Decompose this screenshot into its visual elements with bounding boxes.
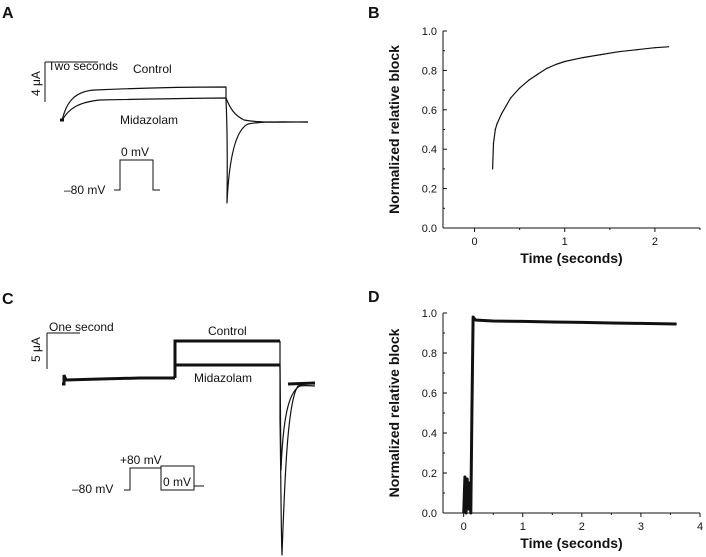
- tail-plateau-c: [287, 381, 316, 386]
- x-axis-title: Time (seconds): [520, 250, 622, 266]
- x-tick-label: 2: [652, 236, 658, 248]
- series-line: [492, 46, 669, 169]
- data-point: [464, 476, 466, 478]
- data-point: [551, 321, 553, 323]
- midazolam-label-a: Midazolam: [120, 113, 178, 127]
- x-tick-label: 0: [461, 521, 467, 533]
- protocol-hold-label-a: –80 mV: [64, 183, 105, 197]
- scale-time-label-c: One second: [49, 320, 114, 334]
- protocol-step-label-a: 0 mV: [121, 145, 149, 159]
- data-point: [471, 412, 473, 414]
- data-point: [564, 60, 566, 63]
- scale-current-label-c: 5 μA: [29, 337, 43, 362]
- chart-b: 0.0 0.2 0.4 0.6 0.8 1.0 0 1 2 Time (seconds) Norma…: [386, 26, 701, 266]
- x-tick-label: 3: [638, 521, 644, 533]
- y-axis-title: Normalized relative block: [386, 328, 402, 497]
- control-trace-a: [61, 86, 309, 204]
- data-point: [522, 320, 524, 322]
- data-point: [519, 87, 521, 89]
- y-tick-label: 0.8: [422, 348, 437, 360]
- y-tick-label: 0.6: [422, 388, 437, 400]
- y-tick-label: 0.0: [422, 508, 437, 520]
- data-point: [470, 512, 472, 514]
- y-tick-label: 0.2: [422, 468, 437, 480]
- y-tick-label: 1.0: [422, 308, 437, 320]
- control-label-c: Control: [208, 324, 247, 338]
- data-point: [463, 512, 465, 514]
- data-point: [640, 322, 642, 324]
- control-label-a: Control: [133, 62, 172, 76]
- data-point: [472, 316, 474, 318]
- data-point: [492, 320, 494, 322]
- x-axis-title: Time (seconds): [520, 535, 622, 551]
- data-point: [468, 482, 471, 484]
- data-point: [465, 512, 467, 514]
- data-point: [610, 322, 612, 324]
- data-point: [510, 97, 512, 99]
- y-tick-label: 0.8: [422, 65, 437, 77]
- data-point: [654, 47, 656, 49]
- data-point: [466, 478, 468, 480]
- panel-letter-a: A: [2, 5, 14, 22]
- scale-current-label-a: 4 μA: [29, 71, 43, 96]
- panel-d: D 0.0 0.2 0.4 0.6 0.8 1.0 0 1 2 3 4 Time (seconds) N…: [368, 289, 703, 551]
- data-point: [546, 67, 548, 70]
- data-point: [618, 51, 620, 53]
- data-point: [494, 128, 496, 131]
- scale-time-label-a: Two seconds: [48, 59, 118, 73]
- control-tail-c: [279, 341, 316, 556]
- data-point: [537, 73, 539, 75]
- x-tick-label: 1: [562, 236, 568, 248]
- protocol-step2-label-c: 0 mV: [163, 475, 191, 489]
- data-point: [675, 323, 677, 325]
- data-point: [636, 49, 638, 51]
- panel-letter-b: B: [368, 5, 380, 22]
- scale-bar-a: [44, 61, 98, 102]
- panel-letter-c: C: [2, 291, 14, 308]
- x-tick-label: 2: [579, 521, 585, 533]
- x-tick-label: 4: [697, 521, 703, 533]
- y-tick-label: 0.4: [422, 428, 437, 440]
- panel-letter-d: D: [368, 289, 380, 306]
- midazolam-label-c: Midazolam: [194, 371, 252, 385]
- midazolam-tail-c: [279, 364, 316, 471]
- y-tick-label: 0.6: [422, 105, 437, 117]
- chart-d: 0.0 0.2 0.4 0.6 0.8 1.0 0 1 2 3 4 Time (seconds) Nor…: [386, 308, 703, 551]
- data-point: [496, 122, 498, 125]
- panel-c: C One second 5 μA Control Midazolam +80 …: [2, 291, 316, 556]
- data-point: [492, 142, 495, 144]
- data-point: [474, 319, 477, 321]
- data-point: [555, 63, 557, 66]
- y-tick-label: 0.2: [422, 184, 437, 196]
- scale-bar-c: [46, 332, 80, 369]
- voltage-protocol-c2: [160, 465, 204, 487]
- y-tick-label: 1.0: [422, 26, 437, 38]
- protocol-step1-label-c: +80 mV: [120, 453, 162, 467]
- data-point: [582, 56, 584, 59]
- data-point: [467, 508, 470, 510]
- data-point: [528, 79, 530, 81]
- data-point: [505, 105, 507, 107]
- y-axis-title: Normalized relative block: [386, 45, 402, 214]
- y-tick-label: 0.0: [422, 223, 437, 235]
- voltage-protocol-a: [114, 159, 160, 191]
- protocol-hold-label-c: –80 mV: [72, 482, 113, 496]
- data-point: [667, 46, 670, 48]
- x-tick-label: 1: [520, 521, 526, 533]
- y-tick-label: 0.4: [422, 144, 437, 156]
- data-point: [581, 321, 583, 323]
- midazolam-trace-a: [61, 97, 309, 123]
- data-point: [600, 54, 602, 56]
- data-point: [480, 319, 483, 321]
- panel-b: B 0.0 0.2 0.4 0.6 0.8 1.0 0 1 2 Time (seconds) Nor…: [368, 5, 701, 266]
- data-point: [501, 113, 503, 115]
- series-line: [462, 315, 677, 515]
- x-tick-label: 0: [471, 236, 477, 248]
- panel-a: A Two seconds 4 μA Control Midazolam 0 m…: [2, 5, 309, 204]
- baseline-trace-c: [62, 374, 175, 386]
- data-point: [491, 168, 494, 170]
